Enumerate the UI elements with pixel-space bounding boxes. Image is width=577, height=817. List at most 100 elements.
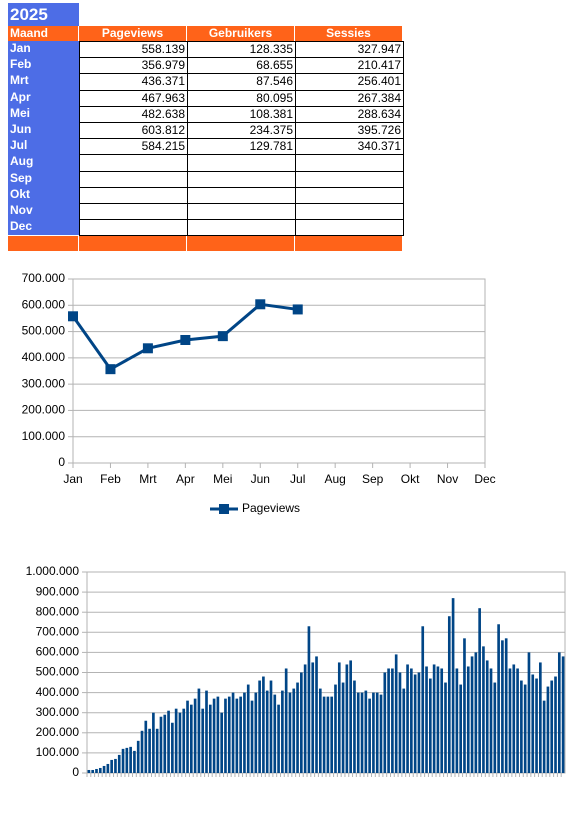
bar bbox=[95, 768, 98, 773]
bar bbox=[288, 692, 292, 773]
y-tick-label: 700.000 bbox=[36, 624, 80, 638]
bar bbox=[497, 624, 500, 773]
bar bbox=[303, 664, 307, 773]
month-cell: Apr bbox=[8, 89, 79, 107]
bar bbox=[106, 763, 110, 773]
bar bbox=[205, 690, 208, 773]
bar bbox=[391, 668, 394, 773]
y-tick-label: 800.000 bbox=[36, 604, 80, 618]
y-tick-label: 400.000 bbox=[22, 350, 66, 364]
bar bbox=[554, 676, 557, 773]
x-tick-label: Apr bbox=[176, 472, 195, 486]
x-tick-label: Sep bbox=[362, 472, 384, 486]
bar bbox=[121, 748, 125, 773]
bar bbox=[129, 746, 132, 773]
bar bbox=[281, 690, 284, 773]
bar bbox=[425, 666, 428, 773]
header-cell: Pageviews bbox=[79, 26, 187, 41]
y-tick-label: 500.000 bbox=[22, 324, 66, 338]
bar bbox=[436, 666, 440, 773]
footer-cell bbox=[295, 236, 403, 251]
bar bbox=[246, 684, 250, 773]
month-cell: Jan bbox=[8, 41, 79, 59]
y-tick-label: 200.000 bbox=[36, 725, 80, 739]
bar bbox=[474, 652, 478, 773]
bar bbox=[231, 692, 235, 773]
bar bbox=[489, 668, 493, 773]
bar bbox=[504, 638, 508, 773]
y-tick-label: 500.000 bbox=[36, 665, 80, 679]
table-title: 2025 bbox=[8, 3, 79, 26]
bar bbox=[542, 700, 546, 773]
point-marker bbox=[255, 299, 266, 310]
header-cell: Maand bbox=[8, 26, 79, 41]
bar bbox=[212, 698, 216, 773]
y-tick-label: 600.000 bbox=[22, 297, 66, 311]
bar bbox=[561, 656, 565, 773]
bar bbox=[296, 682, 299, 773]
y-tick-label: 0 bbox=[72, 765, 79, 779]
bar bbox=[360, 692, 364, 773]
bar bbox=[535, 678, 538, 773]
bar bbox=[463, 638, 466, 773]
bar bbox=[216, 696, 220, 773]
bar bbox=[459, 684, 463, 773]
bar bbox=[152, 712, 155, 773]
y-tick-label: 700.000 bbox=[22, 271, 66, 285]
x-tick-label: Feb bbox=[100, 472, 121, 486]
bar bbox=[364, 690, 368, 773]
point-marker bbox=[292, 304, 303, 315]
bar bbox=[546, 686, 550, 773]
bar bbox=[318, 688, 322, 773]
bar bbox=[254, 692, 258, 773]
header-cell: Sessies bbox=[295, 26, 403, 41]
y-tick-label: 400.000 bbox=[36, 685, 80, 699]
point-marker bbox=[68, 311, 78, 322]
plot-frame bbox=[72, 278, 486, 464]
y-tick-label: 1.000.000 bbox=[26, 564, 80, 578]
bar bbox=[193, 698, 197, 773]
bar bbox=[330, 696, 334, 773]
bar bbox=[265, 690, 269, 773]
month-cell: Mei bbox=[8, 105, 79, 123]
bar bbox=[277, 704, 280, 773]
bar bbox=[102, 765, 106, 773]
bar bbox=[406, 664, 409, 773]
bar bbox=[300, 672, 303, 773]
bar bbox=[387, 668, 390, 773]
bar bbox=[114, 758, 117, 773]
bar bbox=[527, 652, 531, 773]
y-tick-label: 100.000 bbox=[22, 429, 66, 443]
bar bbox=[322, 696, 326, 773]
bar bbox=[482, 646, 485, 773]
bar bbox=[432, 664, 436, 773]
footer-cell bbox=[8, 236, 79, 251]
bar bbox=[201, 708, 205, 773]
footer-cell bbox=[187, 236, 295, 251]
bar bbox=[292, 688, 296, 773]
bar bbox=[140, 730, 144, 773]
bar bbox=[144, 720, 148, 773]
bar bbox=[189, 704, 193, 773]
bar bbox=[478, 608, 481, 773]
bar bbox=[91, 769, 95, 773]
bar bbox=[410, 668, 413, 773]
bar bbox=[235, 698, 239, 773]
bar bbox=[356, 692, 360, 773]
x-tick-label: Jan bbox=[63, 472, 82, 486]
bar bbox=[337, 662, 341, 773]
bar bbox=[372, 692, 375, 773]
y-tick-label: 100.000 bbox=[36, 745, 80, 759]
bar bbox=[250, 700, 254, 773]
bar bbox=[315, 656, 318, 773]
y-tick-label: 300.000 bbox=[36, 705, 80, 719]
bar bbox=[98, 767, 102, 773]
x-tick-label: Aug bbox=[325, 472, 346, 486]
footer-cell bbox=[79, 236, 187, 251]
bar bbox=[171, 722, 174, 773]
bar bbox=[220, 712, 224, 773]
bar bbox=[208, 704, 212, 773]
bar bbox=[539, 662, 542, 773]
bar bbox=[375, 692, 379, 773]
